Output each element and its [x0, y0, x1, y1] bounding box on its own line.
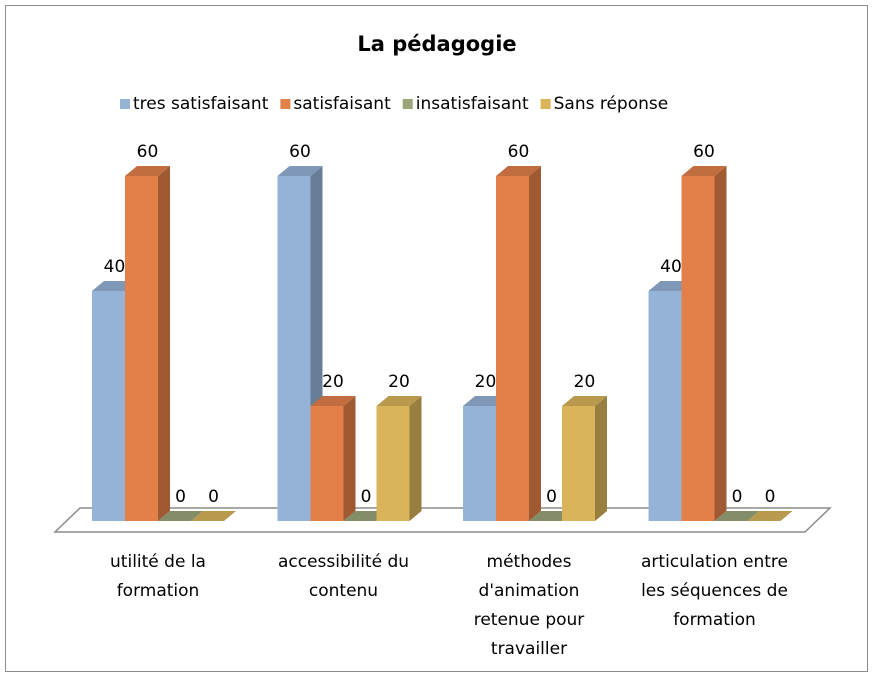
data-label: 40 [660, 257, 682, 277]
bar-side [343, 396, 356, 521]
bar [310, 406, 344, 521]
data-label: 20 [475, 372, 497, 392]
data-label: 60 [137, 142, 159, 162]
legend-swatch [120, 99, 130, 109]
bar-top [376, 396, 422, 406]
legend-label: satisfaisant [293, 94, 391, 114]
data-label: 40 [104, 257, 126, 277]
bar-top [125, 166, 170, 176]
bar [562, 406, 595, 521]
bar [496, 176, 529, 521]
data-label: 60 [693, 142, 715, 162]
bar-top [191, 511, 236, 521]
bar [463, 406, 496, 521]
bar-top [277, 166, 323, 176]
bar-top [747, 511, 793, 521]
bar-top [714, 511, 760, 521]
data-label: 0 [175, 487, 186, 507]
data-label: 0 [765, 487, 776, 507]
bar-side [595, 396, 607, 521]
data-label: 60 [508, 142, 530, 162]
x-tick-label: méthodes d'animation retenue pour travai… [473, 552, 585, 659]
legend-label: Sans réponse [554, 94, 669, 114]
data-label: 0 [546, 487, 557, 507]
bar-top [681, 166, 727, 176]
chart-title: La pédagogie [357, 32, 516, 56]
legend-swatch [280, 99, 291, 109]
data-label: 0 [361, 487, 372, 507]
bar-top [310, 396, 356, 406]
bar-top [158, 511, 203, 521]
data-label: 0 [208, 487, 219, 507]
data-label: 20 [574, 372, 596, 392]
x-tick-label: articulation entre les séquences de form… [641, 552, 788, 630]
bar [681, 176, 715, 521]
data-label: 60 [289, 142, 311, 162]
bar-top [496, 166, 541, 176]
data-label: 20 [322, 372, 344, 392]
data-label: 20 [388, 372, 410, 392]
bar [277, 176, 311, 521]
bar [125, 176, 158, 521]
data-label: 0 [732, 487, 743, 507]
bar [648, 291, 682, 521]
legend-swatch [540, 99, 551, 109]
legend-swatch [402, 99, 413, 109]
bar [92, 291, 125, 521]
x-tick-label: utilité de la formation [110, 552, 206, 601]
bar-side [714, 166, 727, 521]
bar [376, 406, 410, 521]
bar-top [562, 396, 607, 406]
legend-label: tres satisfaisant [133, 94, 269, 114]
bar-side [409, 396, 422, 521]
legend-label: insatisfaisant [416, 94, 529, 114]
bar-side [158, 166, 170, 521]
bar-side [529, 166, 541, 521]
x-tick-label: accessibilité du contenu [277, 552, 410, 601]
